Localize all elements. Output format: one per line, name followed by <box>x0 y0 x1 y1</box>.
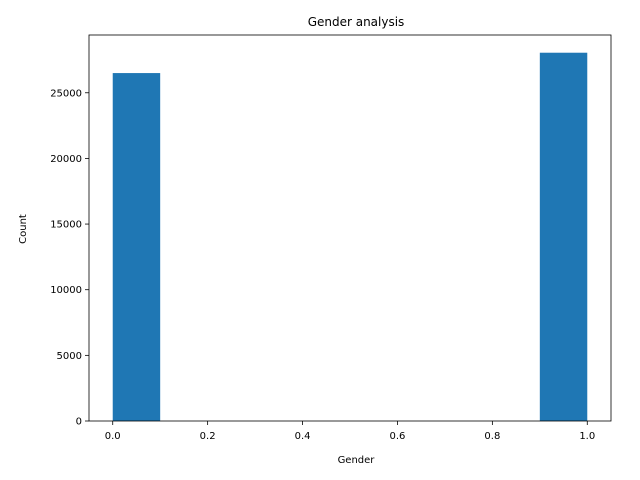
x-tick-label: 1.0 <box>579 431 595 442</box>
y-tick-label: 5000 <box>57 351 82 362</box>
y-tick-label: 20000 <box>50 154 82 165</box>
bars-layer <box>112 52 588 421</box>
y-axis-label: Count <box>18 214 29 244</box>
x-tick-label: 0.2 <box>200 431 216 442</box>
x-tick-label: 0.6 <box>390 431 406 442</box>
y-tick-label: 25000 <box>50 88 82 99</box>
x-axis-label: Gender <box>338 455 376 466</box>
x-ticks-layer: 0.0 0.2 0.4 0.6 0.8 1.0 <box>105 421 595 442</box>
axes-frame <box>88 34 612 422</box>
x-tick-label: 0.0 <box>105 431 121 442</box>
chart-title: Gender analysis <box>308 15 405 29</box>
bar-0 <box>112 73 161 421</box>
y-tick-label: 15000 <box>50 220 82 231</box>
x-tick-label: 0.4 <box>295 431 311 442</box>
y-ticks-layer: 0 5000 10000 15000 20000 25000 <box>50 88 89 428</box>
y-tick-label: 0 <box>76 417 82 428</box>
bar-1 <box>539 52 588 421</box>
x-tick-label: 0.8 <box>484 431 500 442</box>
y-tick-label: 10000 <box>50 285 82 296</box>
